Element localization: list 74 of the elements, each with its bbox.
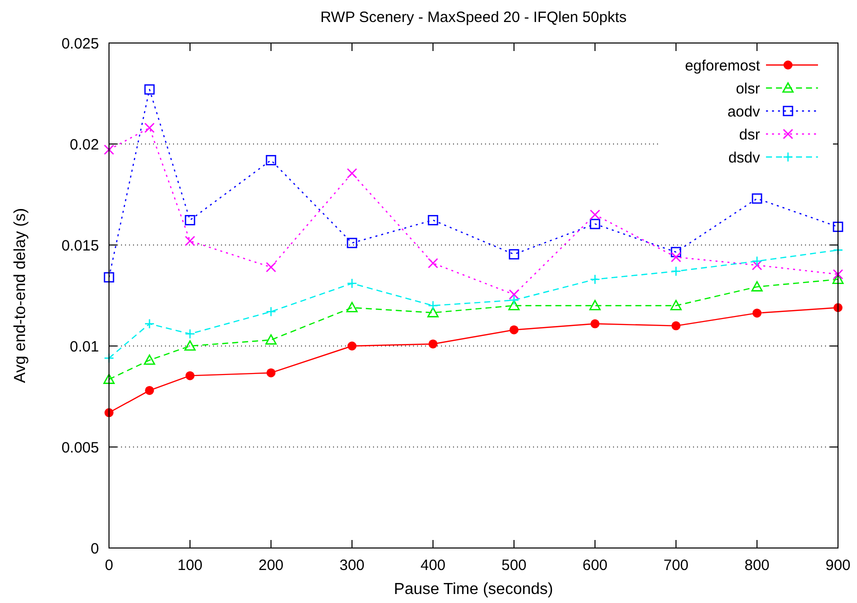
point bbox=[670, 246, 682, 258]
point bbox=[144, 122, 155, 133]
point bbox=[428, 215, 438, 226]
legend-label: dsr bbox=[739, 126, 760, 144]
point bbox=[184, 236, 196, 246]
x-tick-label: 700 bbox=[663, 557, 689, 574]
point bbox=[186, 371, 194, 380]
y-axis-title: Avg end-to-end delay (s) bbox=[12, 208, 29, 383]
point bbox=[428, 300, 438, 311]
x-tick-label: 900 bbox=[825, 557, 851, 574]
point bbox=[508, 294, 520, 306]
y-tick-label: 0 bbox=[90, 540, 99, 558]
point bbox=[752, 193, 762, 204]
point bbox=[428, 339, 438, 348]
point bbox=[346, 278, 358, 289]
x-tick-label: 0 bbox=[104, 557, 114, 574]
point bbox=[590, 274, 600, 284]
legend-label: dsdv bbox=[728, 149, 760, 166]
point bbox=[184, 340, 196, 351]
y-tick-label: 0.005 bbox=[61, 439, 99, 456]
x-tick-label: 800 bbox=[744, 557, 770, 574]
point bbox=[266, 306, 276, 317]
point bbox=[266, 368, 276, 378]
point bbox=[428, 258, 438, 268]
point bbox=[265, 334, 277, 345]
legend-label: olsr bbox=[736, 80, 760, 98]
point bbox=[144, 84, 155, 95]
x-tick-label: 200 bbox=[258, 557, 284, 574]
point bbox=[590, 319, 600, 328]
y-tick-label: 0.01 bbox=[70, 338, 99, 356]
chart-title: RWP Scenery - MaxSpeed 20 - IFQlen 50pkts bbox=[320, 9, 627, 26]
point bbox=[832, 222, 844, 232]
point bbox=[508, 289, 520, 300]
y-tick-label: 0.025 bbox=[61, 35, 99, 52]
point bbox=[590, 210, 600, 220]
point bbox=[510, 325, 518, 334]
point bbox=[144, 354, 156, 365]
x-tick-label: 300 bbox=[339, 557, 365, 574]
point bbox=[266, 155, 276, 166]
x-axis-title: Pause Time (seconds) bbox=[394, 581, 554, 598]
point bbox=[832, 269, 844, 280]
point bbox=[184, 328, 196, 340]
point bbox=[508, 249, 520, 260]
x-tick-label: 100 bbox=[177, 557, 203, 574]
point bbox=[144, 318, 155, 329]
point bbox=[266, 262, 276, 272]
point bbox=[670, 252, 682, 262]
point bbox=[145, 386, 154, 395]
x-tick-label: 600 bbox=[582, 557, 608, 574]
point bbox=[672, 321, 680, 330]
point bbox=[184, 215, 196, 226]
y-tick-label: 0.02 bbox=[70, 136, 99, 154]
x-tick-label: 400 bbox=[420, 557, 446, 574]
point bbox=[670, 300, 682, 310]
point bbox=[104, 272, 114, 282]
point bbox=[589, 300, 601, 310]
point bbox=[104, 144, 114, 155]
x-tick-label: 500 bbox=[501, 557, 527, 574]
y-tick-label: 0.015 bbox=[61, 237, 99, 254]
point bbox=[752, 256, 762, 266]
legend-label: aodv bbox=[727, 103, 760, 120]
point bbox=[752, 308, 762, 318]
point bbox=[103, 374, 115, 384]
legend-label: egforemost bbox=[684, 57, 761, 74]
point bbox=[751, 281, 763, 292]
point bbox=[670, 266, 682, 276]
point bbox=[346, 168, 358, 178]
point bbox=[427, 307, 439, 318]
point bbox=[752, 260, 762, 270]
point bbox=[348, 342, 356, 350]
point bbox=[346, 302, 358, 312]
point bbox=[346, 238, 358, 248]
point bbox=[590, 218, 600, 230]
point bbox=[508, 300, 520, 310]
